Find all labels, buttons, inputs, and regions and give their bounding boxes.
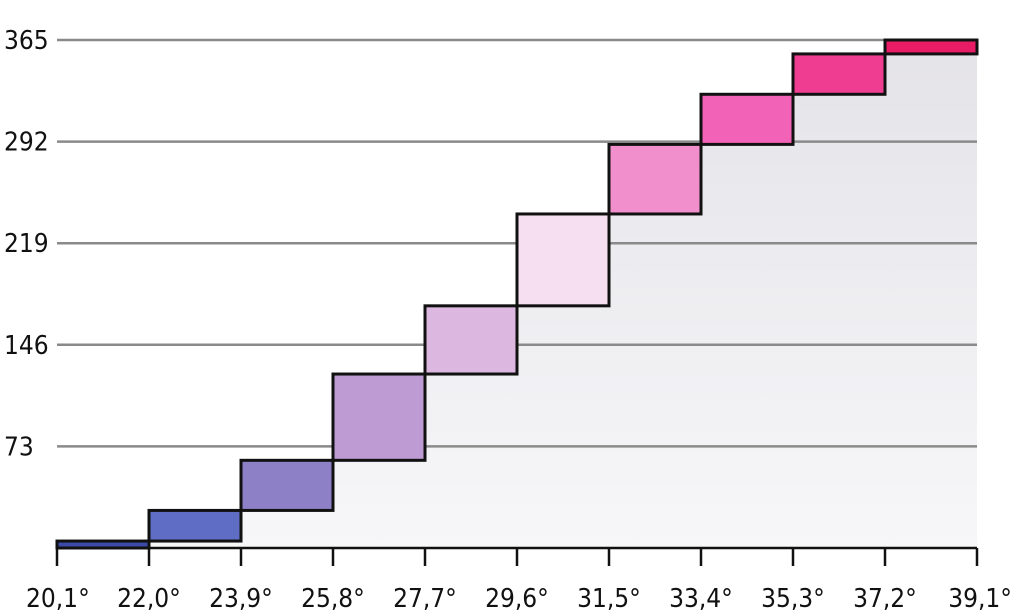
bar bbox=[699, 92, 795, 146]
x-tick-label: 25,8° bbox=[301, 584, 365, 614]
y-tick-label: 73 bbox=[4, 432, 34, 462]
y-tick-label: 292 bbox=[4, 128, 49, 158]
bar bbox=[607, 142, 703, 216]
x-tick-label: 33,4° bbox=[669, 584, 733, 614]
bar bbox=[791, 52, 887, 96]
x-tick-label: 29,6° bbox=[485, 584, 549, 614]
x-tick-label: 31,5° bbox=[577, 584, 641, 614]
bar bbox=[515, 212, 611, 308]
x-tick-label: 23,9° bbox=[209, 584, 273, 614]
bar bbox=[883, 38, 979, 56]
y-tick-label: 146 bbox=[4, 331, 49, 361]
x-tick-label: 22,0° bbox=[117, 584, 181, 614]
x-tick-label: 27,7° bbox=[393, 584, 457, 614]
x-tick-label: 20,1° bbox=[26, 584, 90, 614]
bar bbox=[331, 372, 427, 462]
bar bbox=[147, 508, 243, 543]
x-tick-label: 39,1° bbox=[948, 584, 1012, 614]
y-tick-label: 219 bbox=[4, 229, 49, 259]
x-tick-label: 35,3° bbox=[761, 584, 825, 614]
y-tick-label: 365 bbox=[4, 26, 49, 56]
bar bbox=[239, 458, 335, 512]
x-tick-label: 37,2° bbox=[853, 584, 917, 614]
bar bbox=[423, 304, 519, 376]
